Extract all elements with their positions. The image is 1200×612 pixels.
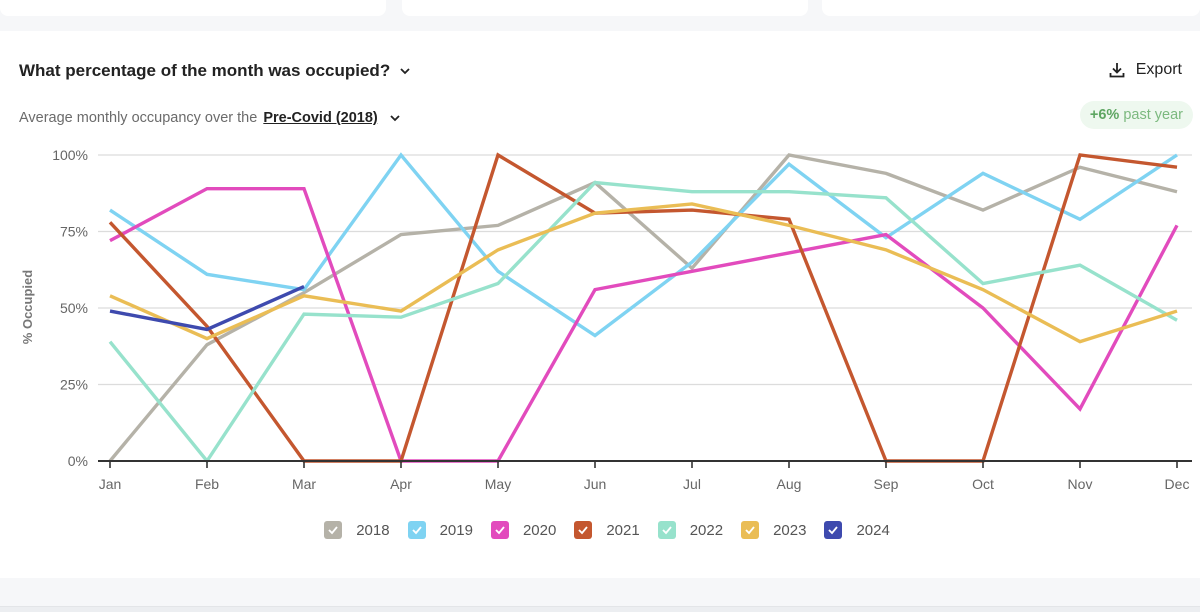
y-tick-label: 100% — [52, 147, 88, 163]
bottom-strip — [0, 606, 1200, 612]
x-tick-label: Feb — [195, 476, 219, 492]
badge-text: past year — [1123, 107, 1183, 123]
legend-label: 2024 — [856, 521, 890, 539]
badge-value: +6% — [1089, 107, 1120, 123]
x-tick-label: Sep — [874, 476, 899, 492]
change-badge: +6% past year — [1079, 101, 1193, 129]
legend-item-2019[interactable]: 2019 — [407, 521, 473, 539]
series-line-2019[interactable] — [109, 152, 1178, 338]
y-tick-label: 0% — [68, 453, 88, 469]
legend-item-2023[interactable]: 2023 — [741, 521, 806, 539]
export-label: Export — [1135, 61, 1182, 78]
x-tick-label: Mar — [292, 476, 316, 492]
x-tick-label: Aug — [777, 476, 802, 492]
y-axis-label: % Occupied — [20, 270, 35, 344]
x-tick-label: Dec — [1165, 476, 1190, 492]
top-card-right — [822, 0, 1200, 16]
checkbox-checked-icon[interactable] — [490, 521, 509, 539]
checkbox-checked-icon[interactable] — [574, 521, 593, 539]
y-axis-ticks: 0% 25% 50% 75% 100% — [52, 147, 88, 469]
download-icon — [1109, 63, 1125, 78]
chevron-down-icon[interactable] — [388, 111, 402, 125]
period-selector[interactable]: Pre-Covid (2018) — [263, 110, 378, 126]
series-line-2021[interactable] — [108, 152, 1178, 463]
chart-title: What percentage of the month was occupie… — [19, 61, 391, 80]
y-tick-label: 25% — [60, 377, 88, 393]
legend-label: 2023 — [773, 521, 807, 539]
x-tick-label: May — [485, 476, 511, 492]
x-tick-label: Jul — [683, 476, 701, 492]
gridlines — [98, 154, 1192, 386]
series-line-2020[interactable] — [109, 186, 1179, 463]
checkbox-checked-icon[interactable] — [657, 521, 676, 539]
checkbox-checked-icon[interactable] — [741, 521, 760, 539]
legend-label: 2019 — [439, 521, 473, 539]
subtitle: Average monthly occupancy over the Pre-C… — [19, 110, 402, 126]
legend-item-2020[interactable]: 2020 — [490, 521, 557, 539]
checkbox-checked-icon[interactable] — [324, 521, 343, 539]
x-tick-label: Oct — [972, 476, 994, 492]
legend-label: 2022 — [689, 521, 724, 539]
series-line-2023[interactable] — [109, 202, 1178, 344]
chevron-down-icon — [400, 68, 410, 75]
legend-item-2022[interactable]: 2022 — [657, 521, 724, 539]
series-line-2024[interactable] — [109, 285, 305, 332]
legend-item-2021[interactable]: 2021 — [574, 521, 640, 539]
series-lines — [108, 152, 1179, 464]
x-tick-label: Jan — [99, 476, 122, 492]
x-axis: Jan Feb Mar Apr May Jun Jul Aug Sep Oct Nov Dec — [98, 460, 1192, 492]
export-button[interactable]: Export — [1108, 61, 1182, 79]
legend: 2018 2019 2020 2021 2022 2023 2024 — [0, 521, 1200, 539]
legend-label: 2018 — [356, 521, 390, 539]
occupancy-card: What percentage of the month was occupie… — [0, 31, 1200, 578]
question-selector[interactable]: What percentage of the month was occupie… — [19, 61, 412, 81]
y-tick-label: 50% — [60, 300, 88, 316]
x-tick-label: Apr — [390, 476, 412, 492]
x-tick-label: Jun — [584, 476, 607, 492]
checkbox-checked-icon[interactable] — [407, 521, 426, 539]
subtitle-prefix: Average monthly occupancy over the — [19, 110, 258, 126]
x-tick-label: Nov — [1068, 476, 1093, 492]
top-card-left — [0, 0, 386, 16]
checkbox-checked-icon[interactable] — [824, 521, 843, 539]
legend-label: 2021 — [606, 521, 640, 539]
top-card-middle — [402, 0, 808, 16]
legend-item-2018[interactable]: 2018 — [324, 521, 390, 539]
series-line-2022[interactable] — [108, 180, 1178, 464]
y-tick-label: 75% — [60, 224, 88, 240]
legend-item-2024[interactable]: 2024 — [824, 521, 890, 539]
occupancy-line-chart: 0% 25% 50% 75% 100% % Occupied Jan Feb Mar Apr M… — [20, 147, 1192, 492]
legend-label: 2020 — [522, 521, 557, 539]
